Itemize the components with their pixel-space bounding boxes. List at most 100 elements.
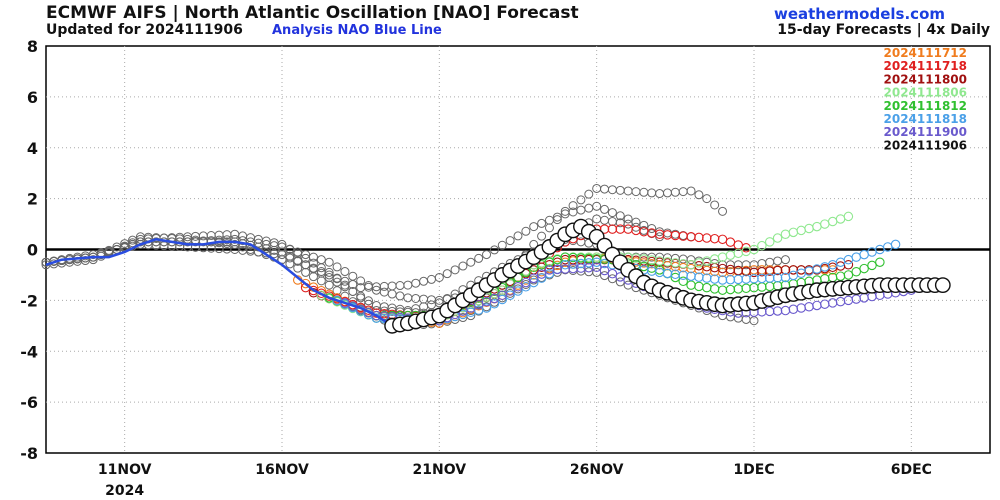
- forecast-2024111812-point: [717, 285, 728, 295]
- y-tick-label: -2: [20, 291, 38, 310]
- ensemble-member-point: [395, 291, 405, 301]
- ensemble-member-point: [364, 296, 374, 306]
- forecast-2024111900-point: [780, 305, 791, 316]
- ensemble-member-point: [529, 222, 539, 232]
- ensemble-member-point: [489, 245, 499, 255]
- forecast-2024111718-point: [709, 233, 720, 244]
- ensemble-member-point: [780, 255, 790, 265]
- forecast-2024111718-point: [694, 232, 704, 243]
- ensemble-member-point: [332, 277, 342, 287]
- ensemble-member-point: [285, 244, 295, 254]
- ensemble-member-point: [474, 253, 484, 263]
- ensemble-member-point: [371, 300, 381, 310]
- ensemble-member-point: [600, 184, 610, 194]
- ensemble-member-point: [773, 256, 783, 266]
- ensemble-member-point: [293, 256, 303, 266]
- forecast-2024111806-point: [717, 252, 728, 262]
- forecast-2024111806-point: [812, 221, 822, 232]
- ensemble-member-point: [710, 200, 720, 210]
- forecast-2024111718-point: [702, 233, 712, 243]
- analysis-note: Analysis NAO Blue Line: [272, 23, 442, 38]
- ensemble-member-point: [316, 268, 326, 278]
- forecast-2024111900-point: [607, 268, 618, 279]
- ensemble-member-point: [466, 257, 476, 267]
- ensemble-member-point: [631, 187, 641, 197]
- ensemble-member-point: [568, 201, 578, 211]
- forecast-2024111812-point: [709, 284, 720, 294]
- forecast-2024111806-point: [772, 233, 783, 243]
- forecast-2024111812-point: [702, 282, 712, 293]
- forecast-2024111900-point: [340, 298, 350, 308]
- forecast-2024111812-point: [725, 284, 736, 295]
- ensemble-member-point: [324, 280, 334, 290]
- ensemble-member-point: [238, 231, 248, 241]
- ensemble-member-point: [537, 218, 547, 228]
- forecast-2024111812-point: [678, 276, 688, 287]
- forecast-2024111806-point: [757, 240, 767, 251]
- ensemble-member-point: [592, 267, 602, 277]
- y-tick-label: -4: [20, 342, 38, 361]
- forecast-2024111718-point: [686, 232, 696, 242]
- site-link[interactable]: weathermodels.com: [773, 5, 945, 23]
- x-tick-label: 11NOV: [98, 462, 152, 478]
- forecast-2024111900-point: [513, 282, 523, 292]
- ensemble-member-point: [702, 194, 712, 204]
- forecast-2024111900-point: [843, 295, 854, 306]
- ensemble-member-point: [419, 294, 429, 304]
- forecast-2024111800-point: [843, 260, 854, 270]
- ensemble-member-point: [387, 289, 397, 299]
- ensemble-member-point: [419, 276, 429, 286]
- ensemble-member-point: [505, 236, 515, 246]
- ensemble-member-point: [662, 188, 672, 198]
- forecast-2024111900-point: [528, 273, 539, 284]
- chart-subtitle: 15-day Forecasts | 4x Daily: [777, 22, 990, 38]
- ensemble-member-point: [615, 185, 625, 195]
- ensemble-member-point: [332, 262, 342, 272]
- ensemble-member-point: [324, 272, 334, 282]
- ensemble-member-point: [442, 269, 452, 279]
- ensemble-member-point: [301, 267, 311, 277]
- ensemble-member-point: [411, 293, 421, 303]
- ensemble-member-point: [482, 250, 492, 260]
- ensemble-member-point: [426, 300, 436, 310]
- forecast-2024111812-point: [772, 280, 783, 291]
- ensemble-member-point: [348, 279, 358, 289]
- ensemble-member-point: [379, 281, 389, 291]
- ensemble-member-point: [348, 286, 358, 296]
- ensemble-member-point: [647, 188, 657, 198]
- forecast-2024111818-point: [788, 270, 799, 281]
- updated-label: Updated for 2024111906: [46, 22, 243, 38]
- ensemble-member-point: [600, 204, 610, 214]
- ensemble-member-point: [544, 223, 554, 233]
- ensemble-member-point: [592, 183, 602, 193]
- forecast-2024111812-point: [686, 280, 696, 290]
- ensemble-member-point: [308, 272, 318, 282]
- forecast-2024111812-point: [757, 282, 767, 292]
- ensemble-member-point: [678, 187, 688, 197]
- forecast-2024111712-point: [757, 265, 767, 275]
- forecast-2024111718-point: [615, 224, 626, 234]
- y-tick-label: 4: [27, 139, 38, 158]
- forecast-2024111900-point: [772, 306, 783, 316]
- ensemble-member-point: [576, 195, 586, 205]
- forecast-2024111906-point: [934, 277, 951, 294]
- ensemble-member-point: [600, 215, 610, 225]
- forecast-2024111718-point: [607, 224, 618, 234]
- forecast-2024111900-point: [489, 293, 500, 304]
- forecast-2024111900-point: [466, 303, 476, 313]
- ensemble-member-point: [356, 291, 366, 301]
- forecast-2024111806-point: [843, 211, 854, 222]
- ensemble-member-point: [521, 226, 531, 236]
- ensemble-member-point: [647, 224, 657, 234]
- legend-entry: 2024111906: [884, 138, 968, 152]
- ensemble-member-point: [340, 282, 350, 292]
- ensemble-member-point: [584, 189, 594, 199]
- x-tick-label: 26NOV: [570, 462, 624, 478]
- forecast-2024111812-point: [741, 283, 751, 294]
- forecast-2024111900-point: [820, 299, 830, 309]
- ensemble-member-point: [513, 231, 523, 241]
- y-tick-label: -6: [20, 393, 38, 412]
- forecast-2024111806-point: [820, 219, 830, 229]
- ensemble-member-point: [434, 298, 444, 308]
